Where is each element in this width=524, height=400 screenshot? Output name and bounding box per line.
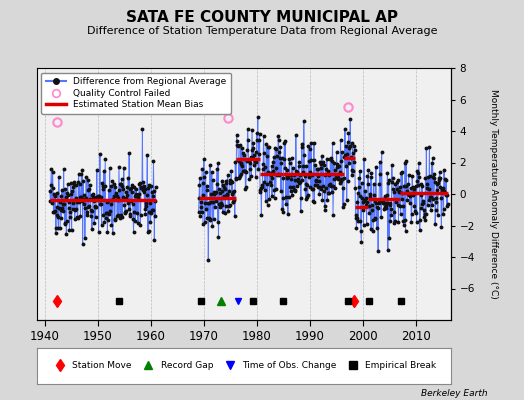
Text: SATA FE COUNTY MUNICIPAL AP: SATA FE COUNTY MUNICIPAL AP bbox=[126, 10, 398, 25]
Text: Difference of Station Temperature Data from Regional Average: Difference of Station Temperature Data f… bbox=[87, 26, 437, 36]
Text: Berkeley Earth: Berkeley Earth bbox=[421, 389, 487, 398]
Legend: Station Move, Record Gap, Time of Obs. Change, Empirical Break: Station Move, Record Gap, Time of Obs. C… bbox=[48, 359, 439, 373]
Y-axis label: Monthly Temperature Anomaly Difference (°C): Monthly Temperature Anomaly Difference (… bbox=[489, 89, 498, 299]
Legend: Difference from Regional Average, Quality Control Failed, Estimated Station Mean: Difference from Regional Average, Qualit… bbox=[41, 72, 231, 114]
